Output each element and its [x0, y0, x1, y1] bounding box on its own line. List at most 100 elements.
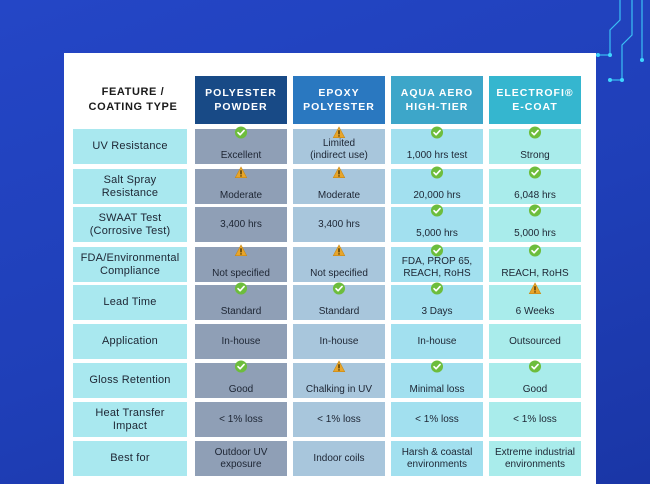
cell-text: Not specified [310, 267, 368, 279]
cell-epoxy-polyester: Not specified [293, 244, 385, 282]
cell-text: 6 Weeks [515, 305, 555, 317]
cell-text: Moderate [317, 189, 361, 201]
row-label: SWAAT Test (Corrosive Test) [73, 207, 187, 242]
cell-epoxy-polyester: Standard [293, 282, 385, 320]
cell-electrofi: < 1% loss [489, 402, 581, 437]
cell-aqua-aero: FDA, PROP 65, REACH, RoHS [391, 244, 483, 282]
cell-electrofi: 5,000 hrs [489, 204, 581, 242]
check-icon [430, 282, 444, 295]
cell-text: Indoor coils [313, 452, 365, 464]
cell-text: 20,000 hrs [413, 189, 461, 201]
cell-text: In-house [319, 335, 359, 347]
column-header-electrofi: ELECTROFI® E-COAT [489, 76, 581, 124]
cell-text: Good [522, 383, 548, 395]
cell-text: Standard [220, 305, 262, 317]
row-label: Salt Spray Resistance [73, 169, 187, 204]
cell-electrofi: REACH, RoHS [489, 244, 581, 282]
check-icon [234, 360, 248, 373]
warning-icon [234, 166, 248, 178]
row-label: Best for [73, 441, 187, 476]
cell-epoxy-polyester: Indoor coils [293, 441, 385, 476]
cell-text: Outdoor UV exposure [214, 447, 268, 470]
cell-text: FDA, PROP 65, REACH, RoHS [401, 256, 473, 279]
check-icon [528, 204, 542, 217]
cell-text: 3,400 hrs [318, 218, 360, 230]
cell-aqua-aero: In-house [391, 324, 483, 359]
cell-polyester-powder: Outdoor UV exposure [195, 441, 287, 476]
cell-text: 5,000 hrs [514, 227, 556, 239]
cell-aqua-aero: Harsh & coastal environments [391, 441, 483, 476]
cell-polyester-powder: Good [195, 360, 287, 398]
cell-text: Extreme industrial environments [494, 447, 576, 470]
cell-text: < 1% loss [415, 413, 459, 425]
row-label: Application [73, 324, 187, 359]
cell-electrofi: Good [489, 360, 581, 398]
check-icon [528, 126, 542, 139]
warning-icon [332, 126, 346, 138]
check-icon [528, 166, 542, 179]
cell-text: 6,048 hrs [514, 189, 556, 201]
cell-polyester-powder: Moderate [195, 166, 287, 204]
cell-polyester-powder: Not specified [195, 244, 287, 282]
cell-aqua-aero: Minimal loss [391, 360, 483, 398]
cell-text: Harsh & coastal environments [401, 447, 473, 470]
row-label: Heat Transfer Impact [73, 402, 187, 437]
check-icon [528, 360, 542, 373]
cell-polyester-powder: < 1% loss [195, 402, 287, 437]
cell-text: 1,000 hrs test [406, 149, 468, 161]
cell-text: Standard [318, 305, 360, 317]
cell-text: Chalking in UV [305, 383, 373, 395]
row-label: Gloss Retention [73, 363, 187, 398]
warning-icon [332, 166, 346, 178]
cell-electrofi: 6,048 hrs [489, 166, 581, 204]
circuit-decoration [596, 0, 644, 82]
row-label: FDA/Environmental Compliance [73, 247, 187, 282]
cell-epoxy-polyester: Moderate [293, 166, 385, 204]
comparison-card: FEATURE / COATING TYPE POLYESTER POWDER … [64, 53, 596, 484]
column-header-polyester-powder: POLYESTER POWDER [195, 76, 287, 124]
warning-icon [528, 282, 542, 294]
cell-aqua-aero: 1,000 hrs test [391, 126, 483, 164]
cell-text: Limited (indirect use) [310, 138, 368, 161]
cell-text: Moderate [219, 189, 263, 201]
check-icon [332, 282, 346, 295]
check-icon [234, 282, 248, 295]
cell-text: 3,400 hrs [220, 218, 262, 230]
cell-text: Minimal loss [409, 383, 465, 395]
row-label: UV Resistance [73, 129, 187, 164]
cell-aqua-aero: 5,000 hrs [391, 204, 483, 242]
cell-polyester-powder: Excellent [195, 126, 287, 164]
check-icon [430, 244, 444, 257]
warning-icon [332, 244, 346, 256]
cell-text: In-house [417, 335, 457, 347]
cell-aqua-aero: < 1% loss [391, 402, 483, 437]
cell-epoxy-polyester: Chalking in UV [293, 360, 385, 398]
column-header-aqua-aero: AQUA AERO HIGH-TIER [391, 76, 483, 124]
check-icon [430, 360, 444, 373]
warning-icon [332, 360, 346, 372]
check-icon [234, 126, 248, 139]
cell-text: Good [228, 383, 254, 395]
cell-epoxy-polyester: In-house [293, 324, 385, 359]
cell-text: Excellent [220, 149, 262, 161]
cell-text: < 1% loss [317, 413, 361, 425]
cell-text: Strong [520, 149, 550, 161]
cell-text: Outsourced [509, 335, 561, 347]
cell-text: REACH, RoHS [501, 267, 569, 279]
check-icon [430, 166, 444, 179]
cell-epoxy-polyester: Limited (indirect use) [293, 126, 385, 164]
column-header-epoxy-polyester: EPOXY POLYESTER [293, 76, 385, 124]
cell-electrofi: Extreme industrial environments [489, 441, 581, 476]
cell-electrofi: Strong [489, 126, 581, 164]
check-icon [430, 126, 444, 139]
cell-text: < 1% loss [513, 413, 557, 425]
warning-icon [234, 244, 248, 256]
cell-epoxy-polyester: < 1% loss [293, 402, 385, 437]
cell-text: 5,000 hrs [416, 227, 458, 239]
cell-epoxy-polyester: 3,400 hrs [293, 207, 385, 242]
cell-polyester-powder: Standard [195, 282, 287, 320]
cell-polyester-powder: In-house [195, 324, 287, 359]
cell-electrofi: 6 Weeks [489, 282, 581, 320]
cell-aqua-aero: 3 Days [391, 282, 483, 320]
cell-text: < 1% loss [219, 413, 263, 425]
